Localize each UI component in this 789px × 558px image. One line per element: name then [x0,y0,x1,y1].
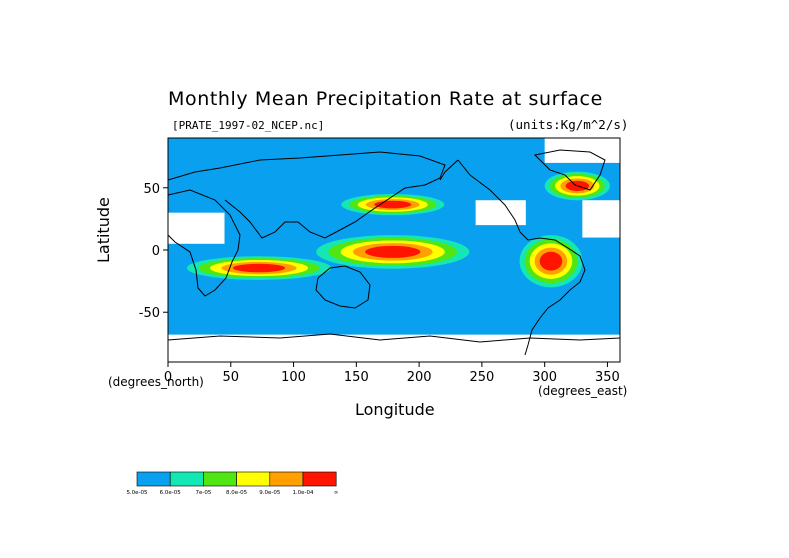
x-tick-label: 150 [344,370,369,385]
colorbar-swatch [203,471,237,487]
colorbar: 5.0e-05 6.0e-05 7e-05 8.0e-05 9.0e-05 1.0e-04… [126,471,339,496]
y-tick-label: -50 [139,306,160,321]
x-tick-label: 50 [223,370,240,385]
y-tick-label: 50 [143,182,160,197]
x-tick-label: 300 [532,370,557,385]
coastline-greenland [533,149,606,191]
x-axis: 0 50 100 150 200 250 300 350 [164,362,620,385]
coastline-australia [315,265,371,309]
precip-contour [233,263,286,273]
missing-data-region [475,200,526,226]
colorbar-label: 9.0e-05 [259,490,281,496]
colorbar-label: 1.0e-04 [292,490,314,496]
x-tick-label: 250 [469,370,494,385]
colorbar-swatch [169,471,204,487]
colorbar-swatch [269,471,304,487]
coastline-africa [167,189,241,297]
x-tick-label: 200 [407,370,432,385]
colorbar-swatch [136,471,171,487]
colorbar-label: 8.0e-05 [226,490,248,496]
colorbar-label: ∞ [334,490,339,496]
missing-data-region [168,212,225,244]
colorbar-label: 5.0e-05 [126,490,148,496]
x-axis-title: Longitude [355,400,435,419]
dataset-filename: [PRATE_1997-02_NCEP.nc] [172,119,325,132]
x-axis-unit-left: (degrees_north) [108,375,204,389]
plot-area [167,137,621,363]
x-axis-unit-right: (degrees_east) [538,384,628,398]
coastline-eurasia [167,151,446,239]
y-axis: 50 0 -50 [139,182,168,321]
x-tick-label: 0 [164,370,172,385]
chart-title: Monthly Mean Precipitation Rate at surfa… [168,88,603,110]
missing-data-region [582,200,620,238]
y-tick-label: 0 [152,244,160,259]
units-label: (units:Kg/m^2/s) [508,117,629,132]
x-tick-label: 350 [595,370,620,385]
precip-contour [539,251,563,271]
colorbar-label: 7e-05 [195,490,211,496]
colorbar-swatch [236,471,271,487]
coastline-antarctica [167,333,621,343]
colorbar-swatch [302,471,337,487]
colorbar-label: 6.0e-05 [160,490,182,496]
coastline-americas [439,159,586,356]
precip-contour [365,245,421,258]
coastlines [167,149,621,356]
x-tick-label: 100 [281,370,306,385]
